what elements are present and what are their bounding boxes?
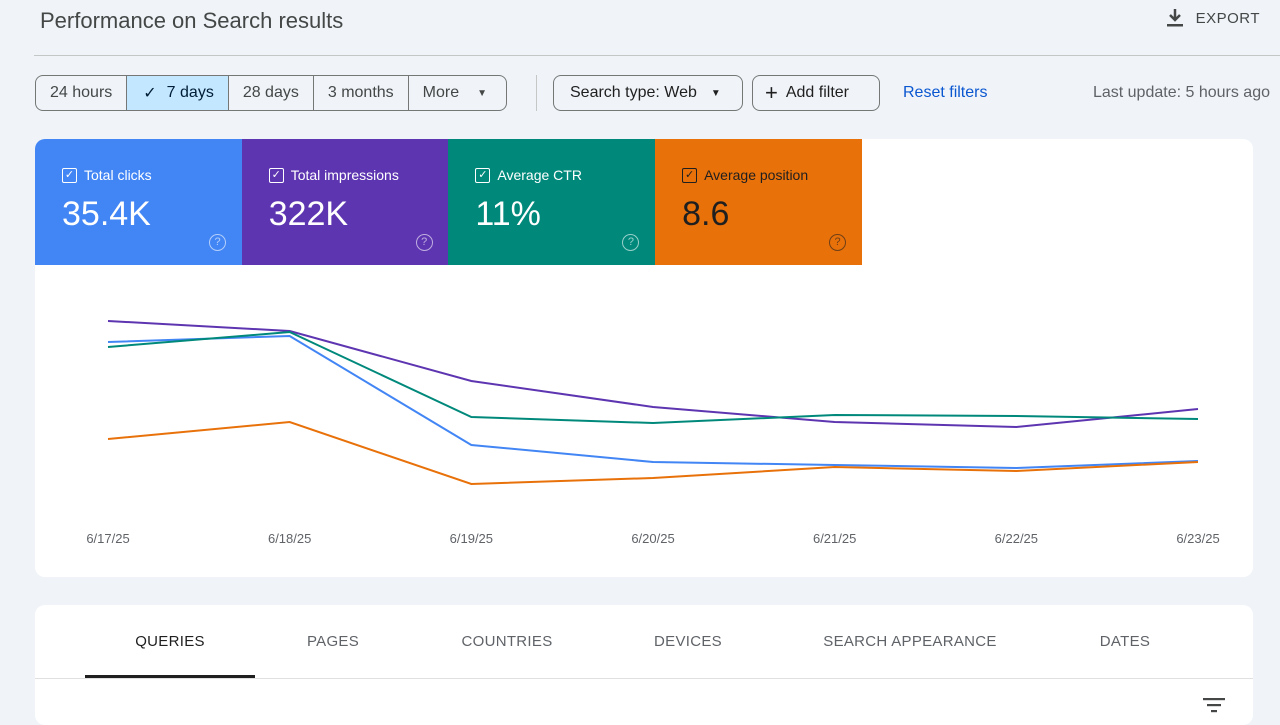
help-icon[interactable]: ? <box>415 234 433 251</box>
help-icon[interactable]: ? <box>622 234 640 251</box>
checkbox-icon[interactable]: ✓ <box>268 167 284 183</box>
series-line-average-position <box>107 420 1199 486</box>
metric-value: 8.6 <box>682 195 730 233</box>
checkbox-icon[interactable]: ✓ <box>62 167 77 183</box>
page-title: Performance on Search results <box>40 8 344 33</box>
dropdown-arrow-icon: ▼ <box>477 87 488 99</box>
metric-value: 11% <box>475 195 541 233</box>
x-tick-label: 6/18/25 <box>267 531 312 546</box>
help-icon[interactable]: ? <box>209 234 226 251</box>
performance-chart-card: ✓ Total clicks 35.4K? ✓ Total impressions 322… <box>35 139 1253 577</box>
report-tabs: QUERIES PAGES COUNTRIES DEVICES SEARCH APPEA… <box>35 605 1253 725</box>
label: 28 days <box>242 84 299 101</box>
metric-value: 322K <box>268 195 349 233</box>
reset-filters-link[interactable]: Reset filters <box>903 84 988 101</box>
metric-tile-average-position[interactable]: ✓ Average position 8.6? <box>655 139 863 265</box>
check-icon: ✓ <box>143 85 157 102</box>
label: Add filter <box>785 84 849 101</box>
date-range-selector: 24 hours ✓ 7 days 28 days 3 months More ▼ <box>35 75 507 111</box>
tab-countries[interactable]: COUNTRIES <box>461 633 553 650</box>
checkbox-icon[interactable]: ✓ <box>682 167 698 183</box>
export-button[interactable]: EXPORT <box>1166 8 1260 28</box>
label: More <box>422 84 460 101</box>
date-range-3-months[interactable]: 3 months <box>314 76 409 110</box>
label: 3 months <box>327 84 394 101</box>
last-update-text: Last update: 5 hours ago <box>1092 84 1270 101</box>
metric-label: ✓ Average position <box>682 167 862 183</box>
metric-tile-total-impressions[interactable]: ✓ Total impressions 322K? <box>241 139 449 265</box>
x-tick-label: 6/23/25 <box>1176 531 1220 546</box>
x-tick-label: 6/17/25 <box>86 531 130 546</box>
x-tick-label: 6/19/25 <box>449 531 494 546</box>
series-line-total-clicks <box>107 334 1199 470</box>
active-tab-indicator <box>85 675 255 678</box>
metric-tile-average-ctr[interactable]: ✓ Average CTR 11%? <box>448 139 656 265</box>
metric-name: Average position <box>704 167 809 183</box>
line-chart <box>107 320 1199 486</box>
export-label: EXPORT <box>1195 9 1260 27</box>
tab-pages[interactable]: PAGES <box>306 633 360 650</box>
dropdown-arrow-icon: ▼ <box>710 87 721 99</box>
metric-label: ✓ Average CTR <box>475 167 655 183</box>
tab-search-appearance[interactable]: SEARCH APPEARANCE <box>823 633 997 650</box>
search-type-dropdown[interactable]: Search type: Web ▼ <box>553 75 743 111</box>
metric-tile-total-clicks[interactable]: ✓ Total clicks 35.4K? <box>35 139 242 265</box>
divider <box>34 55 1280 56</box>
date-range-28-days[interactable]: 28 days <box>229 76 314 110</box>
label: 7 days <box>166 84 214 101</box>
metric-value: 35.4K <box>62 195 151 233</box>
metric-name: Average CTR <box>497 167 582 183</box>
help-icon[interactable]: ? <box>829 234 847 251</box>
date-range-24-hours[interactable]: 24 hours <box>36 76 128 110</box>
metric-label: ✓ Total impressions <box>268 167 449 183</box>
x-tick-label: 6/21/25 <box>812 531 857 546</box>
add-filter-button[interactable]: + Add filter <box>752 75 880 111</box>
tab-devices[interactable]: DEVICES <box>654 633 722 650</box>
metric-label: ✓ Total clicks <box>62 167 242 183</box>
divider <box>536 75 537 111</box>
date-range-more[interactable]: More ▼ <box>409 76 506 110</box>
series-line-average-ctr <box>107 330 1199 425</box>
metric-name: Total impressions <box>290 167 399 183</box>
x-tick-label: 6/22/25 <box>994 531 1039 546</box>
download-icon <box>1166 9 1183 27</box>
tab-dates[interactable]: DATES <box>1099 633 1151 650</box>
divider <box>35 678 1253 679</box>
x-tick-label: 6/20/25 <box>631 531 675 546</box>
tab-queries[interactable]: QUERIES <box>135 633 205 650</box>
label: 24 hours <box>50 84 113 101</box>
label: Search type: Web <box>570 84 697 101</box>
metric-name: Total clicks <box>84 167 152 183</box>
checkbox-icon[interactable]: ✓ <box>475 167 491 183</box>
date-range-7-days[interactable]: ✓ 7 days <box>127 76 229 110</box>
plus-icon: + <box>765 80 778 105</box>
filter-rows-icon[interactable] <box>1203 698 1225 714</box>
